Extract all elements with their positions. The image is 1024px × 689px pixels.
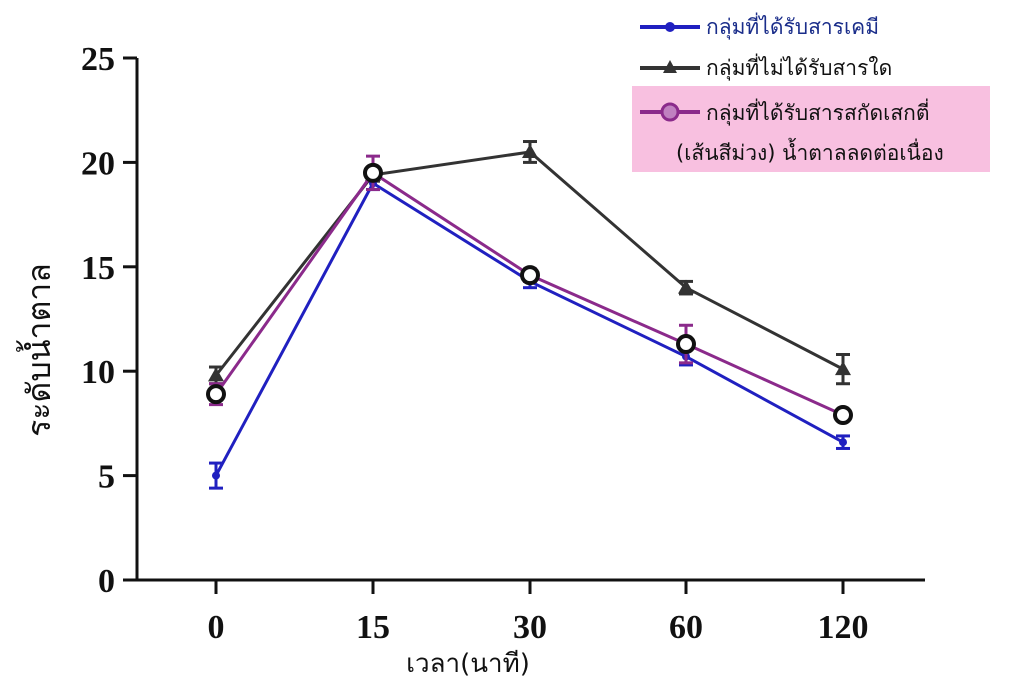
- legend-label-chemical: กลุ่มที่ได้รับสารเคมี: [706, 12, 879, 40]
- y-tick-label: 20: [81, 145, 115, 182]
- data-point: [839, 438, 847, 447]
- data-point: [522, 143, 538, 158]
- data-point: [678, 279, 694, 294]
- series-line: [214, 181, 844, 477]
- y-tick-label: 25: [81, 41, 115, 78]
- legend-item-chemical: กลุ่มที่ได้รับสารเคมี: [640, 12, 879, 40]
- legend-label-control: กลุ่มที่ไม่ได้รับสารใด: [706, 53, 892, 81]
- series-line: [214, 170, 844, 417]
- data-point: [208, 367, 224, 382]
- legend: กลุ่มที่ได้รับสารเคมี กลุ่มที่ไม่ได้รับส…: [632, 12, 990, 172]
- data-point: [835, 361, 851, 376]
- legend-swatch-marker: [663, 60, 677, 73]
- data-point: [520, 265, 540, 286]
- legend-swatch-marker: [660, 102, 680, 122]
- x-tick-label: 120: [818, 609, 869, 646]
- series-0: [209, 175, 850, 490]
- x-axis-ticks: 0 15 30 60 120: [208, 580, 869, 646]
- data-point: [206, 384, 226, 405]
- x-tick-label: 30: [513, 609, 547, 646]
- x-tick-label: 0: [208, 609, 225, 646]
- legend-item-control: กลุ่มที่ไม่ได้รับสารใด: [640, 53, 892, 81]
- data-point: [833, 405, 853, 426]
- data-point: [363, 162, 383, 183]
- y-tick-label: 15: [81, 250, 115, 287]
- series-2: [206, 154, 853, 426]
- series-layer: [206, 140, 853, 490]
- x-tick-label: 15: [356, 609, 390, 646]
- y-tick-label: 0: [98, 563, 115, 600]
- y-axis-ticks: 0 5 10 15 20 25: [81, 41, 137, 600]
- data-point: [212, 471, 220, 480]
- legend-label-extract-line1: กลุ่มที่ได้รับสารสกัดเสกตี่: [706, 98, 929, 126]
- x-axis-label: เวลา(นาที): [406, 649, 530, 679]
- data-point: [676, 334, 696, 355]
- y-axis-label: ระดับน้ำตาล: [16, 263, 58, 437]
- legend-highlight-box: [632, 86, 990, 172]
- legend-label-extract-line2: (เส้นสีม่วง) น้ำตาลลดต่อเนื่อง: [676, 138, 944, 165]
- legend-swatch-marker: [665, 22, 675, 32]
- y-tick-label: 10: [81, 354, 115, 391]
- y-tick-label: 5: [98, 459, 115, 496]
- legend-item-extract: กลุ่มที่ได้รับสารสกัดเสกตี่ (เส้นสีม่วง)…: [640, 98, 944, 165]
- series-1: [208, 140, 851, 386]
- x-tick-label: 60: [669, 609, 703, 646]
